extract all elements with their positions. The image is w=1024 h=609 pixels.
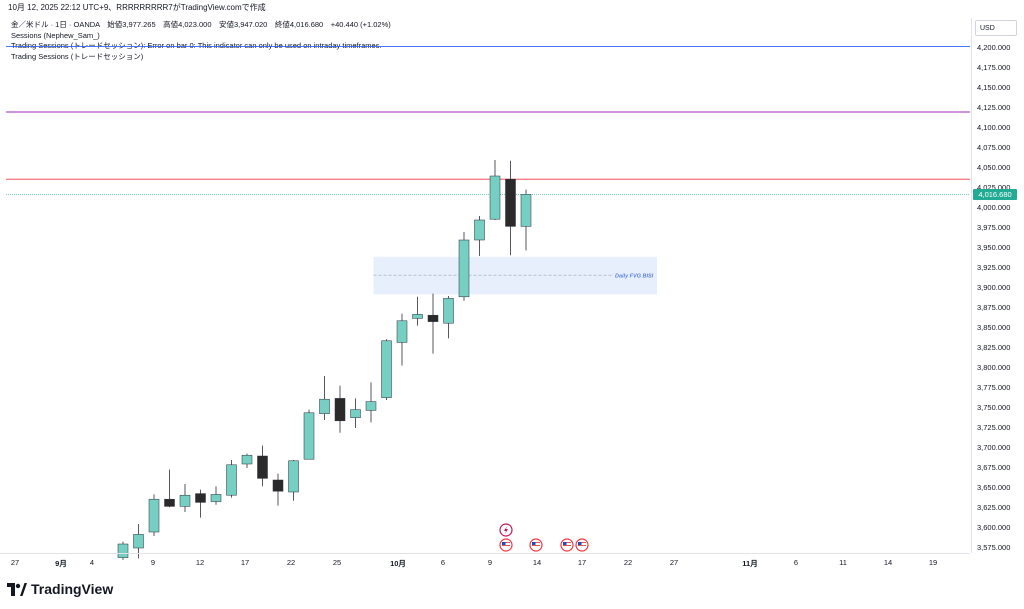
candle-body <box>474 219 485 241</box>
tradingview-logo-icon <box>7 582 27 596</box>
candle-body <box>396 320 408 343</box>
candle-body <box>133 534 144 549</box>
time-tick-label: 4 <box>89 558 95 567</box>
price-tick-label: 3,650.000 <box>977 483 1011 492</box>
time-tick-label: 9 <box>487 558 493 567</box>
price-tick-label: 4,025.000 <box>977 183 1011 192</box>
time-tick-label: 17 <box>240 558 250 567</box>
time-tick-label: 27 <box>10 558 20 567</box>
price-tick-label: 3,925.000 <box>977 263 1011 272</box>
price-tick-label: 3,625.000 <box>977 503 1011 512</box>
current-price-tag: 4,016.680 <box>973 189 1017 201</box>
candle-body <box>272 479 284 492</box>
price-tick-label: 4,050.000 <box>977 163 1011 172</box>
candle-body <box>226 464 237 496</box>
us-flag-icon[interactable] <box>499 538 513 552</box>
time-tick-label: 22 <box>286 558 296 567</box>
time-tick-label: 19 <box>928 558 938 567</box>
candle-body <box>443 298 454 324</box>
us-flag-icon[interactable] <box>575 538 589 552</box>
us-flag-icon[interactable] <box>560 538 574 552</box>
price-tick-label: 4,075.000 <box>977 143 1011 152</box>
candle-body <box>412 314 423 319</box>
candle-body <box>257 455 268 479</box>
price-tick-label: 3,725.000 <box>977 423 1011 432</box>
time-tick-label: 11月 <box>742 559 758 568</box>
indicator-trading-sessions-error[interactable]: Trading Sessions (トレードセッション): Error on b… <box>11 41 382 50</box>
candle-body <box>365 401 377 411</box>
price-tick-label: 4,175.000 <box>977 63 1011 72</box>
indicator-trading-sessions[interactable]: Trading Sessions (トレードセッション) <box>11 51 144 61</box>
price-tick-label: 3,975.000 <box>977 223 1011 232</box>
time-tick-label: 25 <box>332 558 342 567</box>
tradingview-wordmark: TradingView <box>31 581 114 597</box>
price-tick-label: 3,800.000 <box>977 363 1011 372</box>
indicator-sessions[interactable]: Sessions (Nephew_Sam_) <box>11 30 100 40</box>
time-axis[interactable] <box>0 553 970 570</box>
candle-body <box>303 412 315 460</box>
time-tick-label: 12 <box>195 558 205 567</box>
price-tick-label: 3,750.000 <box>977 403 1011 412</box>
price-tick-label: 4,125.000 <box>977 103 1011 112</box>
time-tick-label: 17 <box>577 558 587 567</box>
price-tick-label: 3,825.000 <box>977 343 1011 352</box>
price-tick-label: 4,000.000 <box>977 203 1011 212</box>
candle-body <box>319 398 330 414</box>
time-tick-label: 14 <box>532 558 542 567</box>
candle-body <box>288 460 299 493</box>
price-tick-label: 3,900.000 <box>977 283 1011 292</box>
time-tick-label: 11 <box>839 558 847 567</box>
time-tick-label: 9 <box>150 558 156 567</box>
time-tick-label: 6 <box>440 558 446 567</box>
time-tick-label: 22 <box>623 558 633 567</box>
time-tick-label: 10月 <box>390 559 406 568</box>
price-tick-label: 3,675.000 <box>977 463 1011 472</box>
currency-selector[interactable]: USD <box>975 20 1017 36</box>
price-tick-label: 4,200.000 <box>977 43 1011 52</box>
tradingview-brand[interactable]: TradingView <box>7 580 113 598</box>
candle-body <box>210 494 222 502</box>
fvg-label: Daily FVG BISI <box>615 274 654 280</box>
price-tick-label: 3,875.000 <box>977 303 1011 312</box>
time-tick-label: 27 <box>669 558 679 567</box>
published-info: 10月 12, 2025 22:12 UTC+9、RRRRRRRRR7がTrad… <box>8 3 266 12</box>
candle-body <box>505 178 516 227</box>
price-tick-label: 3,850.000 <box>977 323 1011 332</box>
candle-body <box>381 340 392 398</box>
price-tick-label: 3,950.000 <box>977 243 1011 252</box>
candle-body <box>334 398 346 422</box>
us-flag-icon[interactable] <box>529 538 543 552</box>
candle-body <box>195 493 206 503</box>
symbol-ohlc-line[interactable]: 金／米ドル · 1日 · OANDA 始値3,977.265 高値4,023.0… <box>11 20 391 29</box>
time-tick-label: 14 <box>883 558 893 567</box>
price-tick-label: 3,700.000 <box>977 443 1011 452</box>
time-tick-label: 6 <box>793 558 799 567</box>
candle-body <box>458 239 470 298</box>
candle-body <box>520 194 532 227</box>
chart-legend: 金／米ドル · 1日 · OANDA 始値3,977.265 高値4,023.0… <box>11 20 391 62</box>
candle-body <box>427 314 439 322</box>
candle-body <box>350 409 361 418</box>
candle-body <box>148 498 160 533</box>
time-tick-label: 9月 <box>55 559 67 568</box>
candle-body <box>117 543 129 558</box>
candle-body <box>179 494 191 507</box>
lightning-event-icon[interactable] <box>499 523 513 537</box>
price-tick-label: 3,600.000 <box>977 523 1011 532</box>
price-axis[interactable] <box>971 18 1024 553</box>
candle-body <box>241 454 253 465</box>
price-tick-label: 4,150.000 <box>977 83 1011 92</box>
price-tick-label: 4,100.000 <box>977 123 1011 132</box>
price-tick-label: 3,775.000 <box>977 383 1011 392</box>
candle-body <box>489 175 501 220</box>
candle-body <box>164 498 175 507</box>
price-tick-label: 3,575.000 <box>977 543 1011 552</box>
fvg-zone <box>373 256 657 295</box>
